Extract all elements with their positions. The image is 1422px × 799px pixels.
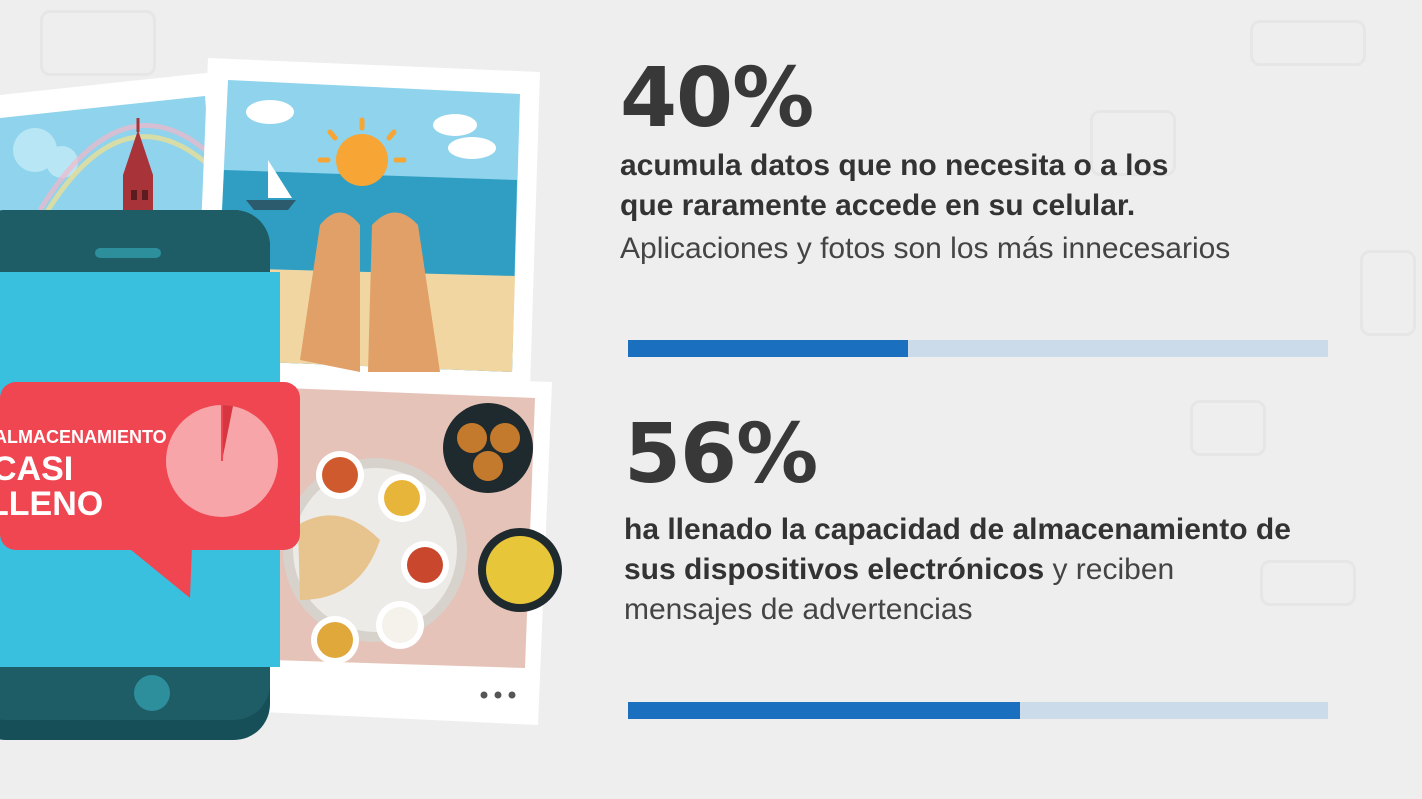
stat-block-56: 56% ha llenado la capacidad de almacenam… — [624, 414, 1291, 630]
progress-bar-56 — [628, 702, 1328, 719]
background-doodle — [1360, 250, 1416, 336]
food-photo — [262, 372, 562, 725]
bubble-label-almacenamiento: ALMACENAMIENTO — [0, 427, 167, 447]
stat-mixed-line: sus dispositivos electrónicos y reciben — [624, 550, 1291, 590]
stat-light-line: mensajes de advertencias — [624, 593, 973, 626]
stat-bold-line: acumula datos que no necesita o a los — [620, 149, 1169, 182]
stat-light-segment: y reciben — [1044, 553, 1175, 586]
background-doodle — [1250, 20, 1366, 66]
storage-warning-bubble: ALMACENAMIENTO CASI LLENO — [0, 382, 300, 598]
storage-illustration: ALMACENAMIENTO CASI LLENO — [0, 58, 562, 740]
background-doodle — [40, 10, 156, 76]
background-doodle — [1260, 560, 1356, 606]
progress-bar-40 — [628, 340, 1328, 357]
stat-bold-line: que raramente accede en su celular. — [620, 189, 1136, 222]
background-doodle — [1090, 110, 1176, 176]
background-doodle — [1190, 400, 1266, 456]
stat-light-line: Aplicaciones y fotos son los más inneces… — [620, 232, 1231, 265]
stat-block-40: 40% acumula datos que no necesita o a lo… — [620, 58, 1230, 269]
stat-bold-segment: sus dispositivos electrónicos — [624, 553, 1045, 586]
beach-photo — [195, 58, 540, 390]
progress-fill — [628, 340, 908, 357]
stat-bold-line: ha llenado la capacidad de almacenamient… — [624, 513, 1291, 546]
bubble-label-casi: CASI — [0, 450, 73, 488]
bubble-label-lleno: LLENO — [0, 485, 103, 523]
progress-fill — [628, 702, 1020, 719]
stat-percent: 56% — [624, 407, 818, 502]
stat-percent: 40% — [620, 51, 814, 146]
